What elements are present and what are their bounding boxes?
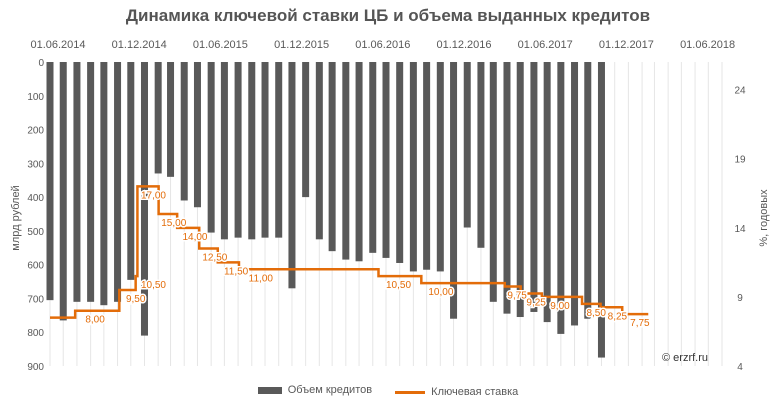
bar (140, 62, 148, 336)
rate-label: 8,50 (586, 308, 606, 319)
left-tick-label: 200 (27, 126, 44, 137)
bar (114, 62, 122, 302)
legend: Объем кредитов Ключевая ставка (0, 384, 776, 398)
rate-label: 17,00 (141, 190, 166, 201)
bar (342, 62, 350, 260)
left-tick-label: 600 (27, 261, 44, 272)
top-tick-label: 01.12.2015 (274, 39, 329, 51)
bar (530, 62, 538, 312)
rate-label: 10,50 (386, 280, 411, 291)
left-tick-label: 500 (27, 227, 44, 238)
bar (261, 62, 269, 238)
bar (46, 62, 54, 301)
bar (382, 62, 390, 258)
bar (220, 62, 228, 240)
bar (597, 62, 605, 358)
top-tick-label: 01.06.2015 (193, 39, 248, 51)
bar (463, 62, 471, 228)
bar (59, 62, 67, 321)
legend-swatch-line (395, 390, 426, 394)
bar (369, 62, 377, 253)
bar (180, 62, 188, 201)
rate-label: 10,00 (428, 287, 453, 298)
bar (167, 62, 175, 177)
left-tick-label: 900 (27, 362, 44, 373)
left-tick-label: 0 (38, 58, 44, 69)
legend-label-bars: Объем кредитов (287, 384, 373, 396)
rate-label: 9,25 (526, 297, 546, 308)
rate-label: 14,00 (182, 232, 207, 243)
right-tick-label: 9 (737, 293, 743, 304)
left-tick-label: 400 (27, 193, 44, 204)
left-tick-label: 300 (27, 159, 44, 170)
bar (248, 62, 256, 240)
rate-label: 9,75 (507, 291, 527, 302)
rate-label: 11,50 (224, 266, 249, 277)
bar (423, 62, 431, 270)
bar (396, 62, 404, 263)
bar (207, 62, 215, 233)
bar (288, 62, 296, 289)
top-tick-label: 01.06.2018 (680, 39, 735, 51)
right-axis-label: %, годовых (758, 189, 770, 247)
left-tick-label: 100 (27, 92, 44, 103)
bar (409, 62, 417, 272)
left-axis-label: млрд рублей (10, 185, 22, 251)
rate-label: 9,00 (550, 301, 570, 312)
top-tick-label: 01.12.2014 (112, 39, 167, 51)
rate-label: 15,00 (161, 218, 186, 229)
rate-label: 8,00 (85, 315, 105, 326)
bar (154, 62, 162, 174)
legend-item-bars: Объем кредитов (257, 384, 373, 396)
left-tick-label: 700 (27, 294, 44, 305)
bar (127, 62, 135, 280)
key-rate-line (50, 185, 649, 319)
rate-label: 8,25 (608, 311, 628, 322)
bar (87, 62, 95, 302)
bar (328, 62, 336, 252)
bar (571, 62, 579, 326)
right-tick-label: 19 (734, 155, 746, 166)
top-tick-label: 01.06.2016 (355, 39, 410, 51)
bar (315, 62, 323, 240)
bar (450, 62, 458, 319)
top-tick-label: 01.06.2017 (518, 39, 573, 51)
bar (543, 62, 551, 323)
top-tick-label: 01.06.2014 (30, 39, 85, 51)
bar (355, 62, 363, 262)
rate-label: 9,50 (126, 294, 146, 305)
bar (234, 62, 242, 238)
legend-label-line: Ключевая ставка (431, 386, 519, 398)
rate-label: 11,00 (249, 273, 274, 284)
bar (436, 62, 444, 272)
bar (73, 62, 81, 302)
right-tick-label: 14 (734, 224, 746, 235)
top-tick-label: 01.12.2017 (599, 39, 654, 51)
bar (477, 62, 485, 248)
legend-swatch-bars (257, 386, 282, 394)
bar (584, 62, 592, 319)
rate-label: 12,50 (202, 253, 227, 264)
right-tick-label: 4 (737, 362, 743, 373)
right-tick-label: 24 (734, 86, 746, 97)
bar (557, 62, 565, 334)
rate-label: 7,75 (630, 318, 650, 329)
top-tick-label: 01.12.2016 (436, 39, 491, 51)
left-tick-label: 800 (27, 328, 44, 339)
rate-label: 10,50 (141, 280, 166, 291)
chart-title: Динамика ключевой ставки ЦБ и объема выд… (125, 6, 651, 25)
bar (516, 62, 524, 318)
bar (489, 62, 497, 302)
bar (100, 62, 108, 306)
credit-text: © erzrf.ru (662, 352, 708, 364)
legend-item-line: Ключевая ставка (395, 386, 518, 398)
bar (302, 62, 310, 198)
bar (193, 62, 201, 208)
bar (275, 62, 283, 238)
bar (503, 62, 511, 314)
